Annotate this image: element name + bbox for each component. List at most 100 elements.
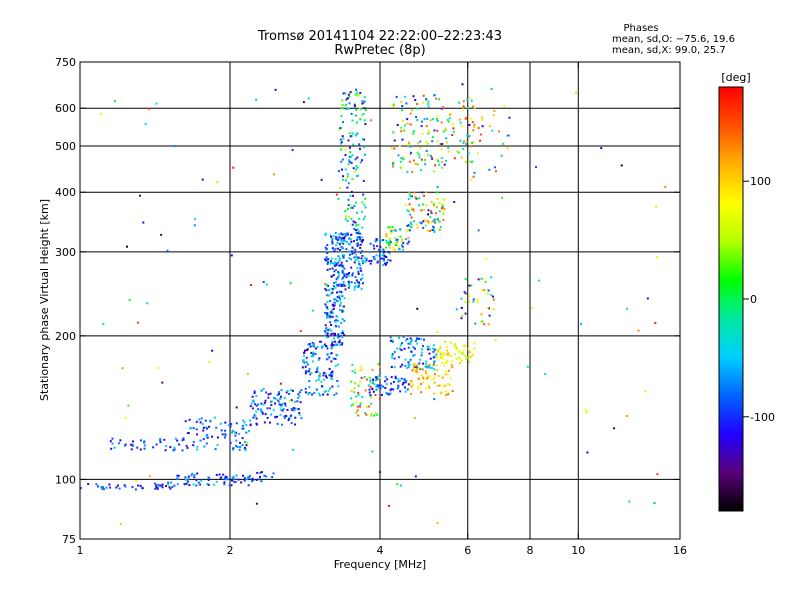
- data-point: [377, 384, 380, 387]
- data-point: [338, 341, 341, 344]
- data-point: [95, 483, 98, 486]
- data-point: [344, 92, 347, 95]
- data-point: [294, 416, 297, 419]
- data-point: [347, 273, 350, 276]
- data-point: [205, 435, 208, 438]
- data-point: [312, 345, 314, 347]
- data-point: [160, 485, 163, 488]
- data-point: [433, 170, 436, 173]
- data-point: [337, 325, 340, 328]
- data-point: [127, 404, 130, 407]
- data-point: [361, 240, 364, 243]
- data-point: [447, 352, 450, 354]
- data-point: [326, 347, 329, 350]
- data-point: [424, 219, 427, 222]
- data-point: [326, 306, 328, 309]
- data-point: [341, 343, 343, 346]
- data-point: [453, 201, 456, 203]
- data-point: [430, 221, 433, 224]
- data-point: [341, 233, 344, 236]
- data-point: [404, 364, 407, 367]
- data-point: [116, 484, 119, 487]
- data-point: [426, 348, 429, 351]
- data-point: [342, 305, 345, 308]
- data-point: [278, 403, 281, 406]
- data-point: [245, 424, 248, 426]
- data-point: [257, 408, 260, 411]
- data-point: [354, 382, 357, 385]
- data-point: [290, 389, 292, 392]
- data-point: [447, 150, 450, 153]
- data-point: [416, 364, 418, 367]
- data-point: [498, 130, 501, 133]
- data-point: [351, 370, 354, 373]
- data-point: [370, 402, 373, 405]
- data-point: [385, 383, 388, 386]
- data-point: [143, 447, 146, 450]
- data-point: [347, 163, 350, 166]
- data-point: [435, 353, 438, 356]
- data-point: [289, 416, 292, 419]
- data-point: [420, 354, 423, 357]
- data-point: [425, 360, 428, 363]
- data-point: [488, 307, 490, 310]
- data-point: [339, 304, 342, 307]
- data-point: [260, 471, 263, 474]
- data-point: [340, 322, 343, 325]
- data-point: [439, 347, 442, 350]
- data-point: [312, 351, 315, 354]
- data-point: [415, 366, 418, 369]
- data-point: [416, 371, 419, 374]
- data-point: [433, 230, 436, 233]
- colorbar-label: [deg]: [721, 71, 750, 84]
- data-point: [459, 121, 462, 124]
- data-point: [482, 277, 485, 280]
- data-point: [235, 439, 238, 442]
- data-point: [220, 429, 223, 432]
- data-point: [329, 321, 332, 324]
- data-point: [400, 101, 403, 104]
- data-point: [353, 261, 356, 264]
- data-point: [248, 474, 251, 477]
- data-point: [263, 474, 266, 477]
- data-point: [457, 151, 460, 154]
- data-point: [412, 354, 415, 357]
- data-point: [357, 260, 360, 263]
- data-point: [465, 292, 468, 295]
- data-point: [628, 500, 631, 503]
- data-point: [355, 229, 357, 232]
- data-point: [401, 342, 403, 345]
- data-point: [347, 173, 349, 176]
- data-point: [363, 376, 366, 379]
- data-point: [182, 437, 185, 440]
- data-point: [394, 375, 397, 378]
- data-point: [363, 96, 366, 99]
- data-point: [124, 485, 127, 488]
- data-point: [350, 233, 353, 236]
- data-point: [402, 158, 405, 161]
- data-point: [425, 125, 428, 128]
- data-point: [401, 105, 404, 107]
- data-point: [451, 366, 454, 369]
- data-point: [333, 285, 336, 288]
- data-point: [483, 289, 486, 292]
- data-point: [299, 401, 302, 404]
- data-point: [337, 319, 340, 322]
- data-point: [388, 238, 391, 241]
- data-point: [448, 113, 451, 116]
- data-point: [409, 123, 412, 126]
- data-point: [202, 426, 205, 429]
- data-point: [251, 478, 254, 481]
- data-point: [360, 278, 362, 281]
- data-point: [415, 369, 418, 372]
- data-point: [263, 401, 266, 404]
- data-point: [480, 320, 483, 323]
- data-point: [326, 263, 329, 265]
- data-point: [365, 257, 368, 260]
- data-point: [444, 384, 447, 387]
- data-point: [350, 190, 353, 193]
- data-point: [337, 283, 340, 286]
- data-point: [359, 402, 362, 405]
- data-point: [137, 484, 140, 487]
- data-point: [436, 129, 439, 132]
